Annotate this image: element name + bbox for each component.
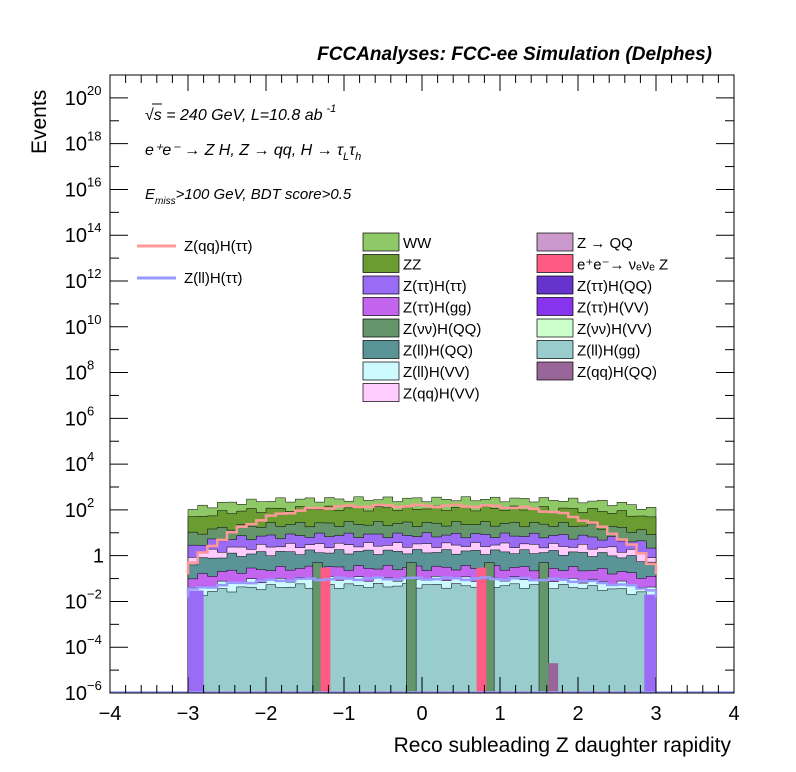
legend-swatch [362,318,400,338]
y-tick-exp: −2 [87,586,102,601]
legend-label: Z(νν)H(VV) [577,321,652,338]
legend-label: Z(ll)H(VV) [403,364,470,381]
x-tick-label: 2 [572,703,583,725]
y-tick-exp: 12 [87,266,101,281]
y-tick-exp: −4 [87,632,102,647]
x-tick-label: −1 [333,703,356,725]
legend-label: Z(ττ)H(ττ) [403,278,467,295]
x-tick-label: −4 [99,703,122,725]
spike-bin-pink [320,567,331,693]
legend: Z(qq)H(ττ) Z(ll)H(ττ) WW ZZ Z(ττ)H(ττ) Z(ττ)H… [137,232,668,403]
y-tick-label: 10 [65,271,87,293]
legend-label: e⁺e⁻→ νₑνₑ Z [577,257,668,274]
spike-bin [406,562,417,694]
legend-label: WW [403,235,432,252]
stack-Z(ll)H(gg) [187,583,657,694]
y-tick-exp: 10 [87,312,101,327]
x-axis-label: Reco subleading Z daughter rapidity [394,734,732,757]
energy-label: √s = 240 GeV, L=10.8 ab -1 [145,103,336,124]
legend-label: ZZ [403,257,421,274]
y-tick-exp: 14 [87,220,101,235]
y-tick-exp: 20 [87,83,101,98]
y-tick-label: 10 [65,408,87,430]
y-tick-exp: 6 [87,403,94,418]
y-tick-label: 1 [93,546,104,568]
legend-swatch [536,318,574,338]
y-tick-label: 10 [65,88,87,110]
legend-swatch [536,232,574,252]
edge-bin-right [644,594,656,693]
x-tick-label: −2 [255,703,278,725]
x-tick-label: −3 [177,703,200,725]
y-tick-label: 10 [65,134,87,156]
legend-swatch [536,361,574,381]
legend-swatch [362,254,400,273]
y-tick-label: 10 [65,454,87,476]
y-tick-exp: −6 [87,678,102,693]
y-tick-label: 10 [65,683,87,705]
signal-Z(ll)H(ττ) [186,576,658,598]
legend-swatch [362,275,400,295]
legend-label: Z(ττ)H(gg) [403,300,472,317]
y-tick-label: 10 [65,500,87,522]
x-tick-label: 0 [416,703,427,725]
legend-label: Z(ll)H(gg) [577,343,640,360]
spike-bin-mauve [548,663,559,693]
y-tick-exp: 16 [87,174,101,189]
legend-label: Z(ll)H(ττ) [184,270,243,287]
legend-label: Z → QQ [577,235,633,252]
chart-title: FCCAnalyses: FCC-ee Simulation (Delphes) [317,44,712,65]
x-tick-label: 1 [494,703,505,725]
legend-label: Z(qq)H(ττ) [184,238,253,255]
legend-swatch [362,232,400,252]
legend-label: Z(ττ)H(QQ) [577,278,652,295]
legend-swatch [362,361,400,381]
legend-label: Z(qq)H(VV) [403,386,480,403]
y-tick-exp: 8 [87,358,94,373]
legend-swatch [362,340,400,359]
y-axis-label: Events [28,90,51,154]
stacked-histograms [110,496,734,694]
legend-swatch [536,340,574,359]
y-tick-label: 10 [65,637,87,659]
x-axis: −4 −3 −2 −1 0 1 2 3 4 [99,75,740,725]
x-tick-label: 4 [728,703,739,725]
spike-bin-pink [476,567,487,693]
y-tick-label: 10 [65,363,87,385]
legend-label: Z(qq)H(QQ) [577,364,657,381]
legend-label: Z(νν)H(QQ) [403,321,481,338]
legend-label: Z(ll)H(QQ) [403,343,473,360]
legend-swatch [536,254,574,273]
legend-swatch [536,297,574,316]
x-tick-label: 3 [650,703,661,725]
y-tick-exp: 4 [87,449,94,464]
legend-swatch [362,383,400,402]
y-tick-exp: 18 [87,129,101,144]
signal-lines [186,503,658,598]
process-label: e⁺e⁻ → Z H, Z → qq, H → τLτh [145,142,361,163]
y-tick-label: 10 [65,225,87,247]
spike-bin [538,562,549,694]
edge-bin-left [188,590,204,693]
legend-swatch [362,297,400,316]
y-tick-label: 10 [65,591,87,613]
legend-label: Z(ττ)H(VV) [577,300,649,317]
cut-label: Emiss>100 GeV, BDT score>0.5 [145,186,352,207]
y-tick-exp: 2 [87,495,94,510]
y-tick-label: 10 [65,179,87,201]
signal-Z(qq)H(ττ) [186,503,658,575]
legend-swatch [536,275,574,295]
y-tick-label: 10 [65,317,87,339]
